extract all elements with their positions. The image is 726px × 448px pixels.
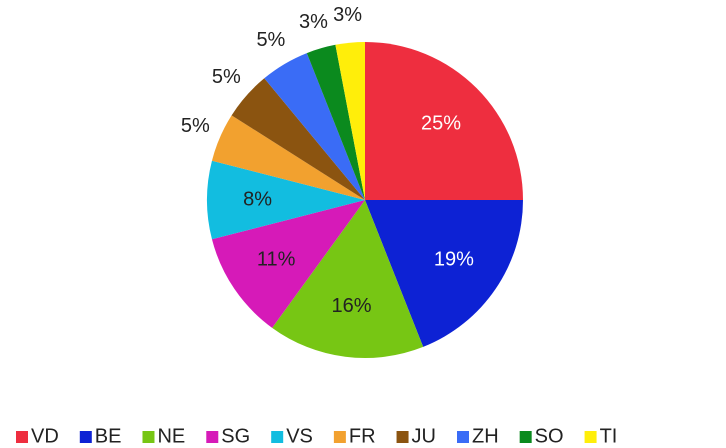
- legend-label: TI: [600, 425, 618, 447]
- legend-swatch: [519, 431, 532, 443]
- legend-label: SO: [535, 425, 564, 447]
- legend-label: BE: [95, 425, 122, 447]
- pie-slice: [365, 42, 523, 200]
- legend-label: SG: [221, 425, 250, 447]
- legend-label: JU: [412, 425, 436, 447]
- slice-label: 5%: [181, 115, 210, 137]
- slice-label: 5%: [256, 29, 285, 51]
- legend-label: NE: [157, 425, 185, 447]
- slice-label: 5%: [212, 66, 241, 88]
- pie-slice: [335, 42, 365, 200]
- pie-slice: [211, 200, 365, 328]
- pie-slice: [365, 200, 524, 347]
- slice-label: 16%: [332, 295, 372, 317]
- legend-swatch: [396, 431, 409, 443]
- legend-label: VD: [31, 425, 59, 447]
- pie-slice: [211, 115, 365, 200]
- legend-swatch: [16, 431, 28, 443]
- legend-label: VS: [286, 425, 313, 447]
- legend-swatch: [333, 431, 346, 443]
- legend-swatch: [142, 431, 155, 443]
- pie-slice: [306, 44, 365, 200]
- legend-swatch: [271, 431, 284, 443]
- slice-label: 3%: [299, 11, 328, 33]
- legend-swatch: [584, 431, 597, 443]
- legend-swatch: [206, 431, 219, 443]
- legend-swatch: [457, 431, 469, 443]
- pie-slice: [231, 78, 365, 200]
- pie-slice: [272, 200, 424, 358]
- slice-label: 8%: [243, 188, 272, 210]
- slice-label: 3%: [333, 4, 362, 26]
- slice-label: 11%: [257, 249, 296, 271]
- legend-label: ZH: [472, 425, 499, 447]
- pie-slice: [207, 160, 365, 240]
- legend-swatch: [79, 431, 92, 443]
- slice-label: 19%: [434, 249, 474, 271]
- slice-label: 25%: [421, 112, 461, 134]
- legend-label: FR: [349, 425, 376, 447]
- pie-slice: [264, 53, 365, 201]
